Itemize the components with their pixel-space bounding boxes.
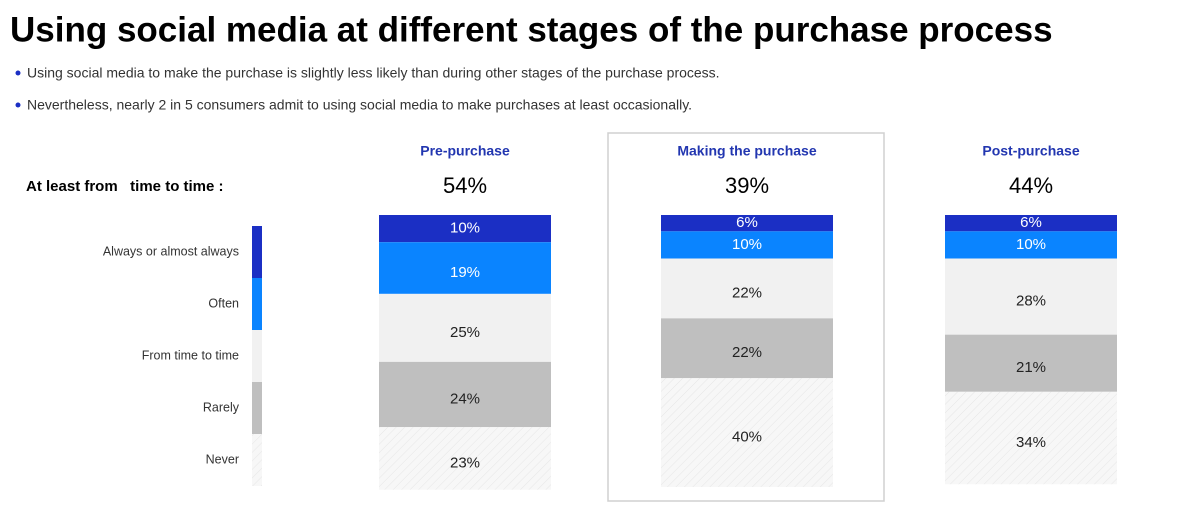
chart-title: Using social media at different stages o… <box>10 10 1053 49</box>
data-label: 21% <box>1016 359 1046 376</box>
data-label: 10% <box>732 236 762 253</box>
data-label: 22% <box>732 344 762 361</box>
data-label: 40% <box>732 429 762 446</box>
bar-segment <box>945 215 1117 232</box>
data-label: 6% <box>736 214 758 231</box>
bullet <box>15 102 21 108</box>
legend-swatch <box>252 278 262 330</box>
legend-label: Always or almost always <box>103 244 239 258</box>
data-label: 22% <box>732 284 762 301</box>
data-label: 24% <box>450 390 480 407</box>
note: Using social media to make the purchase … <box>27 65 720 81</box>
total-label: 54% <box>443 173 487 198</box>
total-label: 44% <box>1009 173 1053 198</box>
legend-swatch <box>252 382 262 434</box>
legend-swatch <box>252 226 262 278</box>
legend-label: Never <box>206 452 239 466</box>
bar-segment <box>945 231 1117 259</box>
bar-segment <box>945 258 1117 335</box>
bar-segment <box>945 334 1117 392</box>
totals-label: At least from time to time : <box>26 178 224 195</box>
legend-label: Rarely <box>203 400 240 414</box>
bar-segment <box>661 231 833 259</box>
legend-label: Often <box>208 296 239 310</box>
bar-segment <box>661 258 833 319</box>
note: Nevertheless, nearly 2 in 5 consumers ad… <box>27 97 692 113</box>
legend-swatch <box>252 330 262 382</box>
category-label: Pre-purchase <box>420 143 510 159</box>
bar-segment <box>661 378 833 487</box>
bullet <box>15 70 21 76</box>
category-label: Making the purchase <box>677 143 816 159</box>
legend-swatch <box>252 434 262 486</box>
data-label: 34% <box>1016 434 1046 451</box>
data-label: 6% <box>1020 214 1042 231</box>
highlight-box <box>607 132 885 502</box>
bar-segment <box>379 293 551 362</box>
bar-segment <box>379 242 551 294</box>
bar-segment <box>379 427 551 490</box>
category-label: Post-purchase <box>982 143 1079 159</box>
total-label: 39% <box>725 173 769 198</box>
bar-segment <box>379 215 551 243</box>
data-label: 23% <box>450 454 480 471</box>
bar-segment <box>661 215 833 232</box>
data-label: 28% <box>1016 293 1046 310</box>
data-label: 25% <box>450 324 480 341</box>
data-label: 19% <box>450 264 480 281</box>
data-label: 10% <box>1016 236 1046 253</box>
bar-segment <box>379 361 551 428</box>
bar-segment <box>945 391 1117 485</box>
legend-label: From time to time <box>142 348 239 362</box>
data-label: 10% <box>450 220 480 237</box>
bar-segment <box>661 318 833 379</box>
